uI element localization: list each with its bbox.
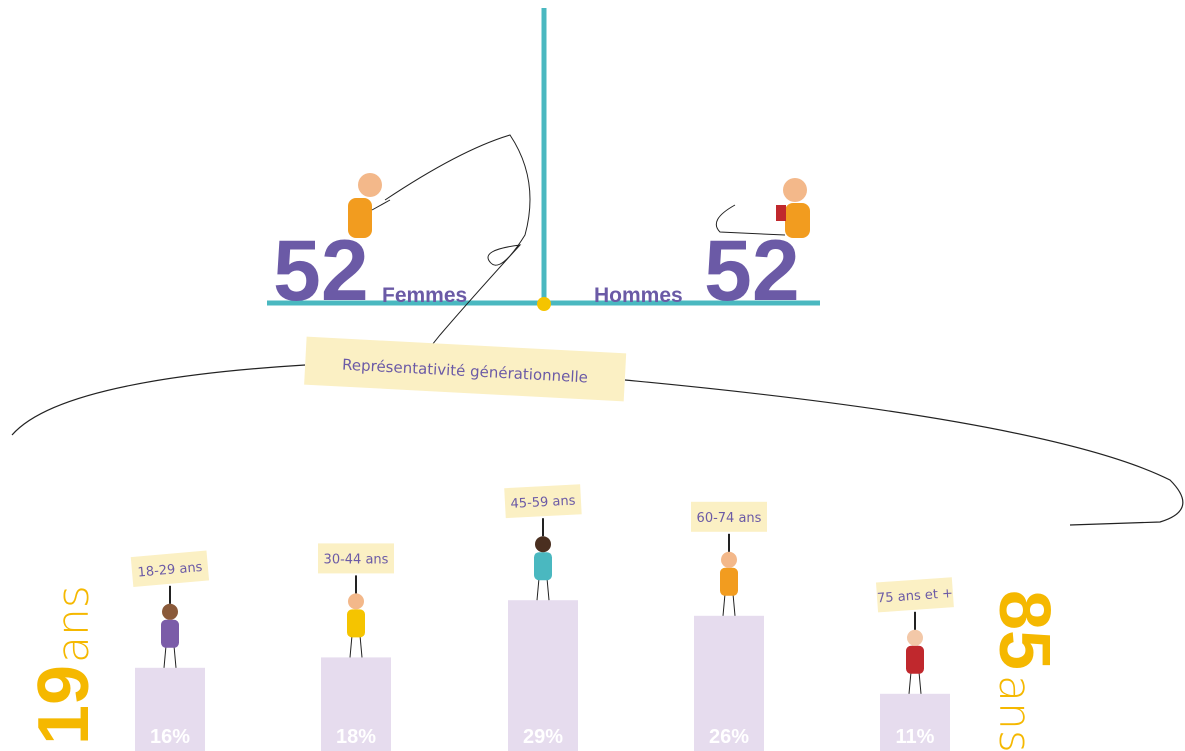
figure-legs	[909, 672, 911, 694]
figure-legs	[164, 646, 166, 668]
figure-body	[720, 568, 738, 596]
value-label: 16%	[150, 726, 190, 748]
figure-legs	[350, 635, 352, 657]
value-label: 18%	[336, 726, 376, 748]
fishing-line	[385, 135, 530, 360]
men-label: Hommes	[594, 284, 683, 307]
age-min-unit: ans	[48, 585, 99, 663]
age-max-unit: ans	[989, 675, 1040, 751]
figure-legs	[547, 578, 549, 600]
infographic: 52 Femmes Hommes 52 Représentativité gén…	[0, 0, 1185, 751]
age-min: 19 ans	[24, 585, 104, 745]
figure-legs	[733, 594, 735, 616]
figure-legs	[537, 578, 539, 600]
value-label: 26%	[709, 726, 749, 748]
category-sign: 60-74 ans	[691, 502, 767, 532]
category-sign: 30-44 ans	[318, 543, 394, 573]
figure-head	[348, 593, 364, 609]
title-banner: Représentativité générationnelle	[304, 337, 626, 402]
figure	[161, 586, 179, 668]
category-sign: 18-29 ans	[131, 551, 209, 588]
category-sign: 45-59 ans	[504, 484, 581, 518]
men-count: 52	[704, 223, 800, 319]
age-min-value: 19	[24, 665, 104, 745]
category-label: 60-74 ans	[697, 511, 762, 526]
figure-legs	[919, 672, 921, 694]
figure-head	[162, 604, 178, 620]
women-label: Femmes	[382, 284, 467, 307]
figure-body	[347, 609, 365, 637]
figure	[720, 534, 738, 616]
figure-head	[535, 536, 551, 552]
age-max-value: 85	[984, 590, 1064, 670]
women-count: 52	[273, 223, 369, 319]
category-sign: 75 ans et +	[876, 577, 954, 612]
figure	[534, 518, 552, 600]
figure-body	[534, 552, 552, 580]
figure	[906, 612, 924, 694]
figure	[347, 575, 365, 657]
value-label: 11%	[896, 726, 935, 748]
balance-pivot	[537, 297, 551, 311]
figure-head	[721, 552, 737, 568]
figure-legs	[360, 635, 362, 657]
figure-head	[907, 630, 923, 646]
figure-body	[161, 620, 179, 648]
age-max: 85 ans	[984, 590, 1064, 751]
category-label: 30-44 ans	[324, 552, 389, 567]
figure-body	[906, 646, 924, 674]
value-label: 29%	[523, 726, 563, 748]
figure-legs	[174, 646, 176, 668]
figure-legs	[723, 594, 725, 616]
